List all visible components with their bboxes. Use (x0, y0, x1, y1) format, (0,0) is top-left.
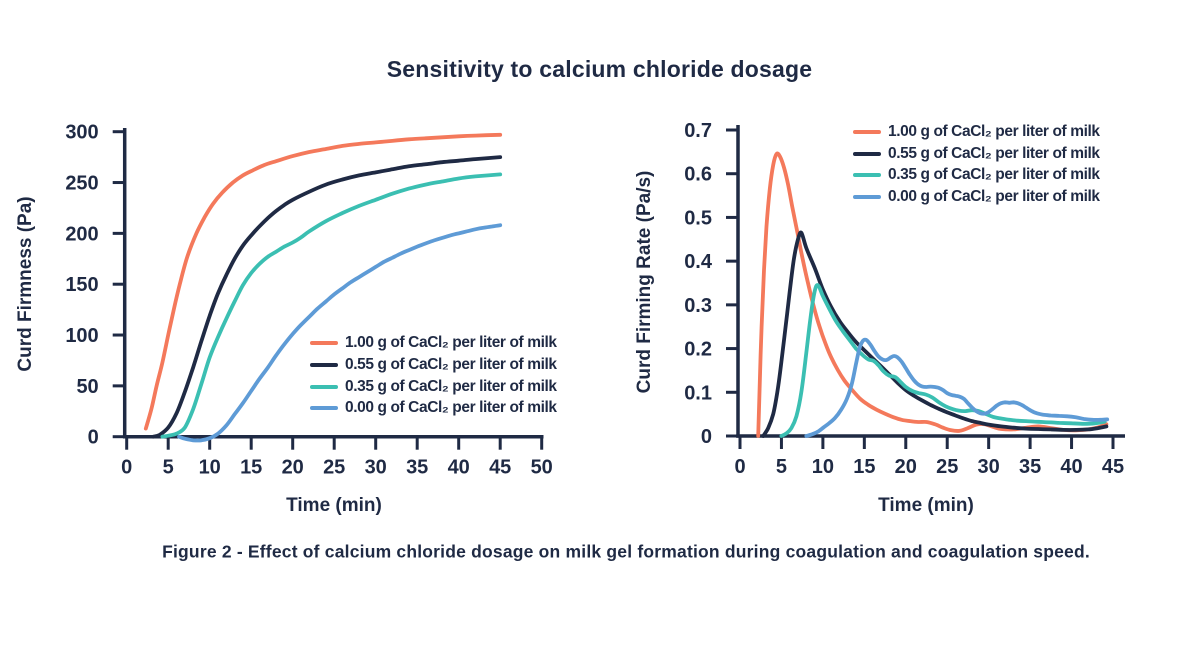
x-tick-label: 20 (282, 457, 304, 479)
legend-swatch (853, 151, 881, 156)
legend-label: 1.00 g of CaCl₂ per liter of milk (888, 122, 1100, 140)
legend-item: 0.00 g of CaCl₂ per liter of milk (853, 186, 1100, 208)
legend-label: 0.55 g of CaCl₂ per liter of milk (345, 356, 557, 374)
x-tick-label: 30 (365, 457, 387, 479)
x-tick-label: 15 (240, 457, 262, 479)
legend-label: 0.00 g of CaCl₂ per liter of milk (345, 399, 557, 417)
chart-1: 0 5 10 15 20 25 30 35 40 45 0 0.1 0.2 0.3 0.4 0.5 0.6 0.7 (684, 120, 1125, 478)
legend-label: 0.35 g of CaCl₂ per liter of milk (345, 377, 557, 395)
y-tick-label: 0.4 (684, 251, 713, 273)
x-tick-label: 45 (489, 457, 511, 479)
series-line (160, 172, 503, 439)
x-tick-label: 5 (163, 457, 174, 479)
left-legend: 1.00 g of CaCl₂ per liter of milk 0.55 g … (310, 333, 557, 420)
y-tick-label: 0.5 (684, 207, 712, 229)
legend-item: 1.00 g of CaCl₂ per liter of milk (853, 121, 1100, 143)
series-line (804, 337, 1110, 438)
series-line (761, 230, 1109, 438)
x-tick-label: 25 (936, 456, 958, 478)
x-tick-label: 15 (853, 456, 875, 478)
legend-label: 0.55 g of CaCl₂ per liter of milk (888, 144, 1100, 162)
series-line (177, 223, 503, 443)
left-y-axis-label: Curd Firmness (Pa) (15, 196, 36, 372)
y-tick-label: 0 (701, 426, 712, 448)
legend-item: 1.00 g of CaCl₂ per liter of milk (310, 333, 557, 355)
legend-item: 0.35 g of CaCl₂ per liter of milk (310, 376, 557, 398)
legend-label: 0.00 g of CaCl₂ per liter of milk (888, 187, 1100, 205)
legend-swatch (853, 129, 881, 134)
y-tick-label: 50 (76, 376, 98, 398)
y-tick-label: 0.6 (684, 164, 712, 186)
left-x-axis-label: Time (min) (286, 495, 382, 516)
x-tick-label: 50 (531, 457, 553, 479)
legend-swatch (310, 341, 338, 346)
x-tick-label: 40 (1060, 456, 1082, 478)
x-tick-label: 35 (406, 457, 428, 479)
x-tick-label: 25 (323, 457, 345, 479)
legend-item: 0.35 g of CaCl₂ per liter of milk (853, 164, 1100, 186)
x-tick-label: 5 (776, 456, 787, 478)
x-tick-label: 40 (448, 457, 470, 479)
series-line (151, 155, 503, 439)
legend-label: 1.00 g of CaCl₂ per liter of milk (345, 334, 557, 352)
y-tick-label: 200 (65, 223, 98, 245)
right-y-axis-label: Curd Firming Rate (Pa/s) (634, 170, 655, 394)
y-tick-label: 0.7 (684, 120, 712, 142)
y-tick-label: 100 (65, 325, 98, 347)
chart-0: 0 5 10 15 20 25 30 35 40 45 50 0 50 100 150 200 250 300 (65, 122, 553, 479)
y-tick-label: 250 (65, 173, 98, 195)
legend-swatch (310, 384, 338, 389)
legend-swatch (853, 173, 881, 178)
y-tick-label: 0 (88, 427, 99, 449)
right-x-axis-label: Time (min) (878, 495, 974, 516)
legend-swatch (310, 406, 338, 411)
x-tick-label: 10 (199, 457, 221, 479)
x-tick-label: 35 (1019, 456, 1041, 478)
series-line (779, 283, 1107, 438)
y-tick-label: 0.3 (684, 295, 712, 317)
y-tick-label: 0.2 (684, 339, 712, 361)
figure-caption: Figure 2 - Effect of calcium chloride do… (162, 541, 1090, 562)
legend-item: 0.00 g of CaCl₂ per liter of milk (310, 398, 557, 420)
y-tick-label: 150 (65, 274, 98, 296)
x-tick-label: 45 (1102, 456, 1124, 478)
series-line (143, 132, 503, 431)
x-tick-label: 30 (978, 456, 1000, 478)
y-tick-label: 300 (65, 122, 98, 144)
x-tick-label: 10 (812, 456, 834, 478)
legend-swatch (853, 194, 881, 199)
legend-swatch (310, 363, 338, 368)
legend-label: 0.35 g of CaCl₂ per liter of milk (888, 166, 1100, 184)
legend-item: 0.55 g of CaCl₂ per liter of milk (310, 354, 557, 376)
right-legend: 1.00 g of CaCl₂ per liter of milk 0.55 g … (853, 121, 1100, 208)
x-tick-label: 0 (734, 456, 745, 478)
x-tick-label: 20 (895, 456, 917, 478)
y-tick-label: 0.1 (684, 382, 712, 404)
figure-title: Sensitivity to calcium chloride dosage (386, 56, 813, 82)
x-tick-label: 0 (121, 457, 132, 479)
legend-item: 0.55 g of CaCl₂ per liter of milk (853, 143, 1100, 165)
